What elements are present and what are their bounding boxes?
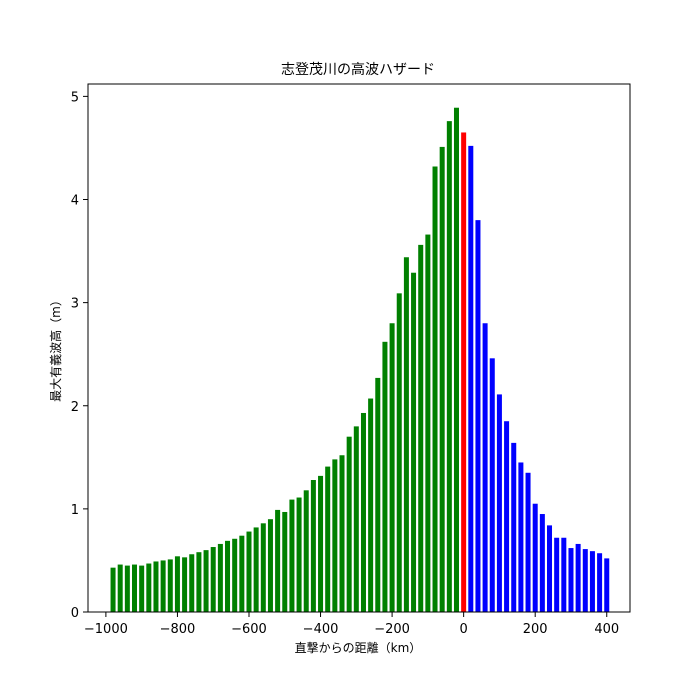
y-tick-label: 5: [71, 90, 79, 105]
bar-series0-4: [139, 565, 145, 612]
bar-series0-22: [267, 519, 273, 612]
bar-series2-7: [518, 462, 524, 612]
bar-series2-9: [532, 503, 538, 612]
y-tick-label: 4: [71, 194, 79, 209]
bar-series0-11: [189, 554, 195, 612]
bar-series1-0: [461, 132, 467, 612]
bar-series0-27: [303, 490, 309, 612]
bar-series0-41: [403, 257, 409, 612]
bar-series0-5: [146, 563, 152, 612]
bar-series0-1: [117, 564, 123, 612]
bar-series0-38: [382, 341, 388, 612]
bar-series0-13: [203, 550, 209, 613]
bar-series2-15: [575, 543, 581, 612]
bar-series2-17: [589, 551, 595, 612]
bar-series0-9: [174, 556, 180, 612]
y-tick-label: 2: [71, 400, 79, 415]
bar-series0-6: [153, 561, 159, 612]
y-tick-label: 0: [71, 606, 79, 621]
x-tick-label: −400: [303, 622, 339, 637]
bar-series0-42: [411, 272, 417, 612]
x-tick-label: −600: [231, 622, 267, 637]
bar-series0-32: [339, 455, 345, 612]
bar-series2-16: [582, 549, 588, 612]
chart-title: 志登茂川の高波ハザード: [281, 61, 435, 78]
bar-series0-14: [210, 547, 216, 612]
bar-series0-24: [282, 511, 288, 612]
x-tick-label: −1000: [84, 622, 128, 637]
x-tick-label: −800: [160, 622, 196, 637]
bar-series2-18: [597, 553, 603, 612]
plot-frame: [87, 83, 631, 613]
bar-series0-37: [375, 377, 381, 612]
bar-series0-23: [275, 509, 281, 612]
bar-series0-46: [439, 146, 445, 612]
bar-series0-20: [253, 527, 259, 612]
bar-series2-12: [554, 537, 560, 612]
bar-series0-19: [246, 531, 252, 612]
bar-series0-8: [167, 559, 173, 612]
bar-series0-26: [296, 497, 302, 612]
bar-series0-10: [182, 557, 188, 612]
bar-series2-3: [489, 358, 495, 612]
bar-series2-14: [568, 548, 574, 612]
bar-series0-7: [160, 560, 166, 612]
bar-series2-1: [475, 220, 481, 613]
bar-series0-48: [453, 107, 459, 612]
bar-series0-40: [396, 293, 402, 612]
bar-series2-8: [525, 472, 531, 612]
bar-series2-4: [496, 394, 502, 612]
bar-series0-21: [260, 523, 266, 612]
bar-series0-31: [332, 459, 338, 613]
bar-series2-19: [604, 558, 610, 613]
x-tick-label: 400: [594, 622, 619, 637]
bar-series2-10: [539, 514, 545, 612]
bar-series0-35: [360, 412, 366, 612]
bar-series0-2: [124, 565, 130, 612]
bar-series0-16: [225, 540, 231, 612]
bar-series2-13: [561, 537, 567, 612]
bar-series2-5: [504, 421, 510, 612]
bar-series0-29: [318, 475, 324, 613]
bar-series0-34: [353, 426, 359, 613]
y-axis: 0 1 2 3 4 5: [71, 90, 88, 621]
bar-series0-28: [310, 480, 316, 612]
bars-group: [110, 107, 610, 613]
bar-series2-11: [547, 525, 553, 613]
bar-series2-6: [511, 442, 517, 613]
bar-series0-3: [132, 564, 138, 612]
bar-series2-2: [482, 323, 488, 612]
bar-series0-30: [325, 466, 331, 612]
bar-series2-0: [468, 145, 474, 612]
bar-series0-0: [110, 567, 116, 612]
y-axis-label: 最大有義波高（m）: [48, 294, 63, 402]
bar-series0-17: [232, 538, 238, 612]
x-axis-label: 直撃からの距離（km）: [295, 640, 422, 655]
x-tick-label: 200: [523, 622, 548, 637]
y-tick-label: 1: [71, 503, 79, 518]
bar-series0-43: [418, 244, 424, 613]
bar-series0-36: [368, 398, 374, 612]
bar-series0-15: [217, 543, 223, 612]
y-tick-label: 3: [71, 297, 79, 312]
x-tick-label: 0: [460, 622, 468, 637]
x-axis: −1000 −800 −600 −400 −200 0 200 400: [84, 612, 619, 637]
bar-series0-25: [289, 499, 295, 612]
bar-series0-12: [196, 552, 202, 612]
x-tick-label: −200: [374, 622, 410, 637]
bar-series0-33: [346, 436, 352, 612]
bar-series0-47: [446, 121, 452, 612]
bar-series0-44: [425, 234, 431, 612]
bar-series0-39: [389, 323, 395, 612]
bar-series0-45: [432, 166, 438, 612]
bar-series0-18: [239, 535, 245, 612]
